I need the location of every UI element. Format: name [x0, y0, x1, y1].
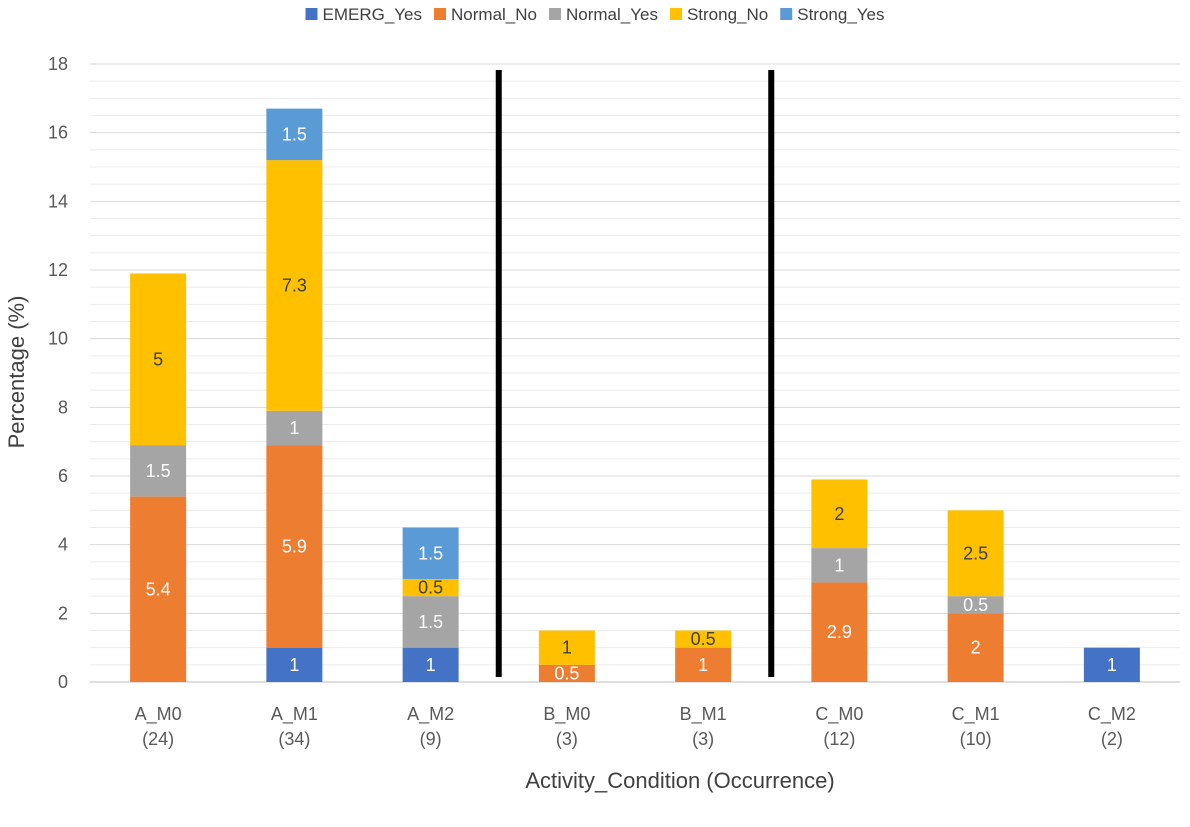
data-label: 1 [834, 555, 844, 575]
legend-swatch [780, 8, 793, 20]
x-tick-label: (12) [823, 729, 855, 749]
data-label: 2.9 [827, 622, 852, 642]
x-tick-label: C_M0 [815, 704, 863, 725]
bar-segment-normal-yes [947, 596, 1004, 614]
legend-label: EMERG_Yes [322, 5, 422, 24]
x-tick-label: (24) [142, 729, 174, 749]
legend-label: Normal_Yes [566, 5, 658, 24]
x-tick-label: C_M1 [952, 704, 1000, 725]
legend: EMERG_Yes Normal_No Normal_Yes Strong_No Str… [305, 5, 885, 24]
bar-segment-normal-no [947, 613, 1004, 682]
bar-segment-normal-no [675, 647, 732, 682]
data-label: 1 [289, 418, 299, 438]
bar-segment-strong-no [675, 630, 732, 648]
bar-segment-strong-no [130, 273, 187, 446]
bar-segment-normal-yes [402, 596, 459, 648]
x-tick-label: (3) [556, 729, 578, 749]
data-label: 1 [698, 655, 708, 675]
x-tick-label: B_M0 [543, 704, 590, 725]
data-label: 1.5 [418, 612, 443, 632]
bar-segment-normal-no [266, 445, 323, 648]
y-tick-label: 0 [58, 672, 68, 692]
bar-segment-normal-no [130, 496, 187, 682]
data-label: 0.5 [418, 578, 443, 598]
legend-swatch [434, 8, 447, 20]
bar-segment-strong-no [402, 579, 459, 597]
legend-swatch [548, 8, 561, 20]
y-tick-label: 12 [48, 260, 68, 280]
x-tick-label: B_M1 [680, 704, 727, 725]
data-label: 2 [971, 638, 981, 658]
data-label: 1.5 [418, 543, 443, 563]
x-tick-label: (34) [278, 729, 310, 749]
bar-segment-strong-no [538, 630, 595, 665]
x-axis-title: Activity_Condition (Occurrence) [525, 768, 834, 793]
data-labels: 5.4 1.5 5 1 5.9 1 7.3 1.5 1 1.5 0.5 1.5 0.5 1 1 0.5 2.9 1… [146, 124, 1117, 683]
bar-segment-emerg-yes [402, 647, 459, 682]
y-tick-label: 2 [58, 603, 68, 623]
data-label: 1 [426, 655, 436, 675]
data-label: 1.5 [146, 461, 171, 481]
bar-segment-emerg-yes [266, 647, 323, 682]
data-label: 0.5 [963, 595, 988, 615]
y-tick-label: 16 [48, 123, 68, 143]
separators [495, 70, 775, 677]
data-label: 1.5 [282, 124, 307, 144]
y-tick-label: 6 [58, 466, 68, 486]
x-tick-label: A_M0 [135, 704, 182, 725]
bar-segment-normal-yes [130, 445, 187, 497]
data-label: 2.5 [963, 543, 988, 563]
bar-segment-strong-no [811, 479, 868, 549]
bar-segment-normal-no [811, 582, 868, 682]
bar-segment-strong-yes [402, 527, 459, 579]
gridlines [90, 63, 1180, 683]
bar-segment-normal-yes [266, 410, 323, 446]
bar-segment-emerg-yes [1083, 647, 1140, 682]
legend-label: Strong_No [687, 5, 768, 24]
data-label: 0.5 [554, 663, 579, 683]
y-tick-label: 4 [58, 535, 68, 555]
legend-swatch [305, 8, 318, 20]
data-label: 5.9 [282, 536, 307, 556]
data-label: 2 [834, 504, 844, 524]
x-tick-label: (10) [960, 729, 992, 749]
data-label: 7.3 [282, 275, 307, 295]
x-tick-label: (9) [420, 729, 442, 749]
bar-segment-normal-yes [811, 548, 868, 583]
axes: 024681012141618A_M0(24)A_M1(34)A_M2(9)B_… [48, 54, 1136, 749]
data-label: 0.5 [691, 629, 716, 649]
x-tick-label: C_M2 [1088, 704, 1136, 725]
data-label: 1 [289, 655, 299, 675]
legend-label: Normal_No [451, 5, 537, 24]
y-tick-label: 14 [48, 191, 68, 211]
legend-swatch [669, 8, 682, 20]
y-tick-label: 18 [48, 54, 68, 74]
bar-segment-strong-no [266, 160, 323, 411]
data-label: 1 [1107, 655, 1117, 675]
y-tick-label: 8 [58, 397, 68, 417]
x-tick-label: A_M1 [271, 704, 318, 725]
x-tick-label: A_M2 [407, 704, 454, 725]
x-tick-label: (2) [1101, 729, 1123, 749]
data-label: 1 [562, 638, 572, 658]
bar-segment-strong-no [947, 510, 1004, 597]
bar-segment-normal-no [538, 664, 595, 682]
bars [130, 108, 1140, 682]
data-label: 5.4 [146, 579, 171, 599]
x-tick-label: (3) [692, 729, 714, 749]
data-label: 5 [153, 349, 163, 369]
bar-segment-strong-yes [266, 108, 323, 161]
y-tick-label: 10 [48, 329, 68, 349]
y-axis-title: Percentage (%) [4, 296, 29, 449]
legend-label: Strong_Yes [797, 5, 884, 24]
